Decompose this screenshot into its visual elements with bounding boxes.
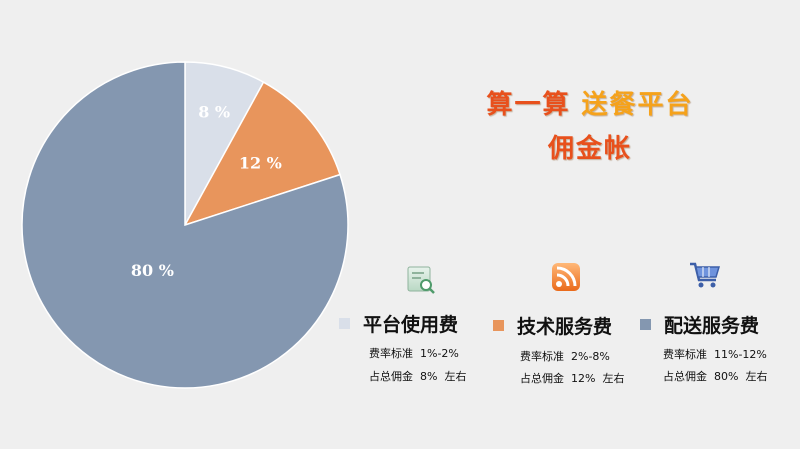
pie-slice-label-1: 8 %: [198, 102, 230, 121]
pie-slice-label-2: 12 %: [239, 154, 282, 173]
title-part-1: 算一算: [486, 90, 571, 120]
title-part-2: 送餐平台: [581, 90, 694, 120]
shopping-cart-icon: [688, 258, 722, 292]
delivery-fee-rate: 费率标准 11%-12%: [663, 348, 767, 361]
legend-swatch: [640, 319, 651, 330]
document-search-icon: [404, 262, 438, 296]
pie-slice-label-3: 80 %: [131, 261, 174, 280]
legend-label: 配送服务费: [664, 315, 760, 337]
pie-slice-2: [183, 81, 341, 227]
legend-item-platform-fee: 平台使用费: [339, 310, 458, 337]
legend-swatch: [493, 320, 504, 331]
legend-item-delivery-fee: 配送服务费: [640, 311, 759, 338]
platform-fee-share: 占总佣金 8% 左右: [369, 370, 467, 383]
legend-swatch: [339, 318, 350, 329]
legend-label: 技术服务费: [517, 316, 613, 338]
legend-item-tech-fee: 技术服务费: [493, 312, 612, 339]
tech-fee-rate: 费率标准 2%-8%: [520, 350, 610, 363]
delivery-fee-share: 占总佣金 80% 左右: [663, 370, 768, 383]
slide-title-line-2: 佣金帐: [547, 134, 632, 164]
pie-slice-3: [21, 61, 349, 389]
tech-fee-share: 占总佣金 12% 左右: [520, 372, 625, 385]
slide-title: 算一算 送餐平台: [400, 84, 780, 121]
platform-fee-rate: 费率标准 1%-2%: [369, 347, 459, 360]
legend-label: 平台使用费: [363, 314, 459, 336]
pie-slices: [21, 61, 349, 389]
rss-feed-icon: [549, 260, 583, 294]
pie-slice-labels: 8 % 12 % 80 %: [131, 102, 282, 280]
